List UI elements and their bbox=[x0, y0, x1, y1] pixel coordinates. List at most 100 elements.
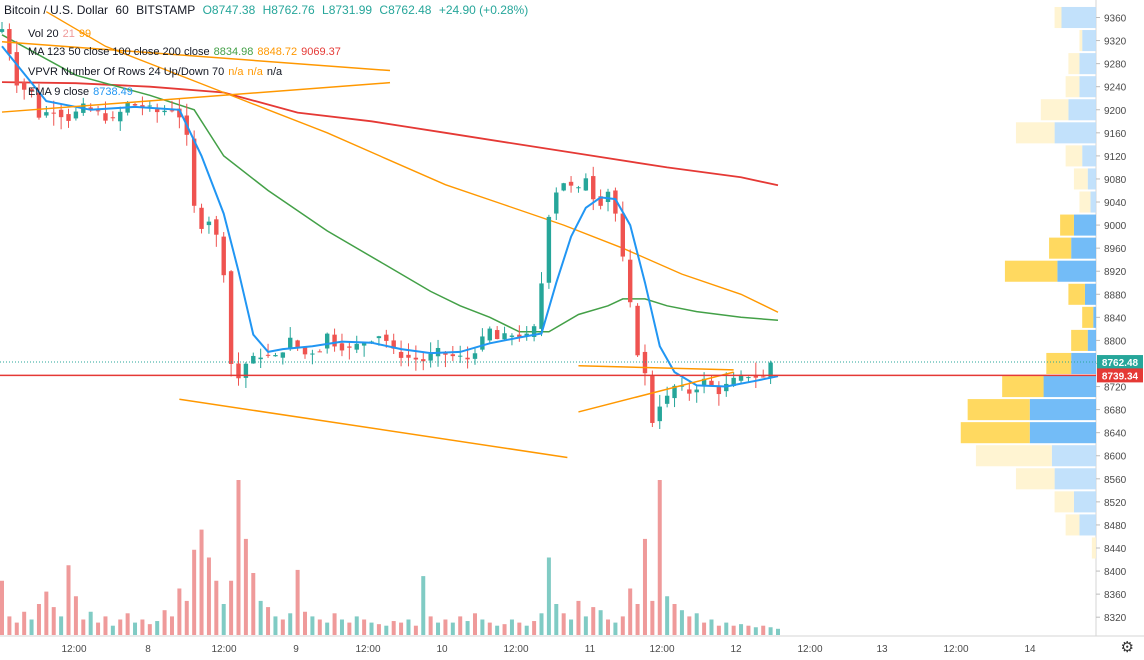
indicator-value: 9069.37 bbox=[301, 46, 341, 58]
x-tick-label: 12:00 bbox=[503, 644, 528, 655]
candle-body bbox=[324, 333, 330, 349]
x-tick-label: 8 bbox=[145, 644, 151, 655]
vpvr-up-bar bbox=[1029, 422, 1096, 444]
trendline bbox=[1, 81, 391, 113]
volume-bar bbox=[436, 622, 441, 635]
candle-body bbox=[502, 333, 507, 340]
vpvr-down-bar bbox=[1054, 491, 1074, 513]
y-tick-label: 8640 bbox=[1104, 429, 1127, 440]
y-tick-label: 9080 bbox=[1104, 175, 1127, 186]
x-tick-label: 12 bbox=[730, 644, 742, 655]
volume-bar bbox=[140, 619, 145, 635]
volume-bar bbox=[118, 619, 123, 635]
symbol-name[interactable]: Bitcoin / U.S. Dollar bbox=[4, 3, 109, 17]
y-tick-label: 9040 bbox=[1104, 198, 1127, 209]
volume-bar bbox=[702, 622, 707, 635]
high-value: H8762.76 bbox=[262, 3, 315, 17]
indicator-value: 21 bbox=[62, 28, 75, 40]
candle-body bbox=[642, 351, 648, 374]
open-value: O8747.38 bbox=[202, 3, 256, 17]
vpvr-down-bar bbox=[1073, 168, 1088, 190]
indicator-row[interactable]: Vol 20 21 99 bbox=[28, 26, 95, 42]
indicator-row[interactable]: VPVR Number Of Rows 24 Up/Down 70 n/a n/a n… bbox=[28, 64, 286, 80]
volume-bar bbox=[495, 625, 500, 635]
candle-body bbox=[221, 236, 226, 276]
candle-body bbox=[627, 259, 633, 303]
candle-body bbox=[206, 221, 212, 226]
volume-bar bbox=[480, 619, 485, 635]
y-tick-label: 8840 bbox=[1104, 313, 1127, 324]
exchange-label: BITSTAMP bbox=[136, 3, 196, 17]
candle-body bbox=[51, 112, 56, 114]
volume-bar bbox=[229, 580, 234, 635]
candle-body bbox=[376, 336, 382, 339]
indicator-row[interactable]: MA 123 50 close 100 close 200 close 8834.… bbox=[28, 44, 345, 60]
vpvr-down-bar bbox=[1046, 352, 1072, 375]
candle-body bbox=[288, 337, 293, 350]
volume-bar bbox=[731, 625, 736, 635]
candle-body bbox=[310, 353, 315, 355]
volume-bar bbox=[399, 622, 404, 635]
candle-body bbox=[591, 176, 596, 200]
interval-label[interactable]: 60 bbox=[115, 3, 129, 17]
candle-body bbox=[472, 353, 478, 359]
candle-body bbox=[177, 108, 182, 118]
candle-body bbox=[132, 103, 138, 106]
candle-body bbox=[450, 354, 456, 357]
candle-body bbox=[635, 305, 640, 356]
y-tick-label: 8400 bbox=[1104, 567, 1127, 578]
volume-bar bbox=[376, 624, 381, 635]
vpvr-up-bar bbox=[1087, 168, 1096, 190]
x-tick-label: 12:00 bbox=[355, 644, 380, 655]
candle-body bbox=[413, 357, 419, 360]
indicator-name: MA 123 50 close 100 close 200 close bbox=[28, 46, 210, 58]
symbol-header: Bitcoin / U.S. Dollar 60 BITSTAMP O8747.… bbox=[4, 2, 532, 18]
volume-bar bbox=[332, 613, 337, 635]
volume-bar bbox=[421, 576, 426, 635]
candle-body bbox=[716, 385, 722, 395]
vpvr-down-bar bbox=[1068, 53, 1080, 75]
trendline bbox=[1, 40, 391, 72]
volume-bar bbox=[155, 621, 160, 635]
candle-body bbox=[687, 389, 692, 394]
gear-icon[interactable]: ⚙ bbox=[1120, 639, 1134, 656]
candle-body bbox=[332, 334, 337, 347]
volume-bar bbox=[221, 604, 226, 635]
volume-bar bbox=[199, 529, 204, 635]
vpvr-down-bar bbox=[1015, 122, 1055, 144]
candle-body bbox=[664, 395, 670, 404]
indicator-row[interactable]: EMA 9 close 8738.49 bbox=[28, 84, 137, 100]
y-tick-label: 8600 bbox=[1104, 452, 1127, 463]
volume-bar bbox=[672, 604, 677, 635]
volume-bar bbox=[679, 610, 684, 635]
candle-body bbox=[339, 343, 345, 351]
vpvr-up-bar bbox=[1054, 122, 1096, 144]
candle-body bbox=[155, 109, 160, 113]
y-tick-label: 8560 bbox=[1104, 475, 1127, 486]
candle-body bbox=[428, 353, 433, 361]
volume-bar bbox=[243, 538, 248, 635]
candle-body bbox=[199, 207, 204, 229]
volume-bar bbox=[620, 616, 625, 635]
candle-body bbox=[605, 191, 611, 203]
candle-body bbox=[14, 52, 19, 86]
x-tick-label: 11 bbox=[585, 644, 596, 655]
vpvr-up-bar bbox=[1073, 491, 1096, 513]
candle-body bbox=[554, 192, 559, 214]
volume-bar bbox=[458, 616, 463, 635]
candle-body bbox=[103, 113, 108, 121]
candle-body bbox=[768, 362, 773, 378]
volume-bar bbox=[88, 611, 93, 635]
vpvr-up-bar bbox=[1090, 191, 1096, 213]
ma50-line bbox=[1, 34, 779, 333]
vpvr-up-bar bbox=[1029, 399, 1096, 421]
candle-body bbox=[354, 343, 359, 350]
volume-bar bbox=[192, 549, 197, 635]
candle-body bbox=[398, 351, 404, 358]
candle-body bbox=[679, 385, 685, 387]
vpvr-down-bar bbox=[1065, 514, 1080, 536]
vpvr-down-bar bbox=[1065, 76, 1080, 98]
vpvr-down-bar bbox=[1040, 99, 1069, 121]
y-tick-label: 8440 bbox=[1104, 544, 1127, 555]
